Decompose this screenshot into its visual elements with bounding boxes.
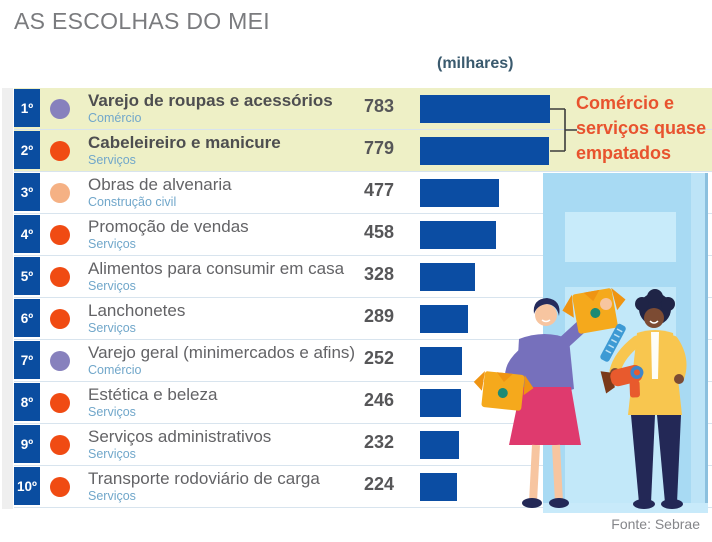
category-label: Serviços [88,447,136,461]
category-dot-icon [50,267,70,287]
category-label: Construção civil [88,195,177,209]
category-label: Serviços [88,153,136,167]
business-name: Varejo geral (minimercados e afins) [88,343,356,362]
annotation-text: Comércio e serviços quase empatados [576,91,712,166]
table-row: 5º Alimentos para consumir em casa Serviço… [14,256,712,298]
business-name: Estética e beleza [88,385,218,404]
value-bar [420,473,458,501]
value-label: 477 [363,180,394,200]
value-bar [420,137,550,165]
table-row: 2º Cabeleireiro e manicure Serviços 779 [14,130,712,172]
business-name: Lanchonetes [88,301,186,320]
unit-label: (milhares) [437,55,514,72]
rank-badge: 3º [14,173,40,211]
business-name: Promoção de vendas [88,217,249,236]
business-name: Serviços administrativos [88,427,272,446]
source-credit: Fonte: Sebrae [611,516,700,532]
business-name: Obras de alvenaria [88,175,232,194]
value-label: 458 [363,222,394,242]
table-row: 1º Varejo de roupas e acessórios Comércio 7… [14,88,712,130]
rank-badge: 2º [14,131,40,169]
table-row: 4º Promoção de vendas Serviços 458 [14,214,712,256]
annotation-line: empatados [576,143,672,163]
table-row: 8º Estética e beleza Serviços 246 [14,382,712,424]
value-bar [420,305,468,333]
category-dot-icon [50,393,70,413]
table-row: 3º Obras de alvenaria Construção civil 477 [14,172,712,214]
value-bar [420,263,475,291]
business-name: Transporte rodoviário de carga [88,469,320,488]
value-label: 783 [363,96,394,116]
category-dot-icon [50,477,70,497]
table-row: 10º Transporte rodoviário de carga Serviço… [14,466,712,508]
value-bar [420,431,459,459]
category-label: Comércio [88,363,142,377]
business-name: Cabeleireiro e manicure [88,133,281,152]
category-label: Serviços [88,489,136,503]
value-label: 289 [363,306,394,326]
value-bar [420,221,496,249]
category-dot-icon [50,309,70,329]
category-label: Serviços [88,279,136,293]
rank-badge: 7º [14,341,40,379]
annotation-line: Comércio e [576,93,675,113]
bracket-connector [550,108,577,152]
value-label: 252 [363,348,394,368]
value-label: 232 [363,432,394,452]
category-dot-icon [50,435,70,455]
category-dot-icon [50,225,70,245]
category-dot-icon [50,183,70,203]
category-label: Comércio [88,111,142,125]
left-edge-strip [2,88,13,509]
value-bar [420,347,462,375]
table-row: 9º Serviços administrativos Serviços 232 [14,424,712,466]
value-label: 224 [363,474,394,494]
rank-badge: 8º [14,383,40,421]
category-dot-icon [50,141,70,161]
rank-badge: 5º [14,257,40,295]
rank-badge: 4º [14,215,40,253]
table-row: 7º Varejo geral (minimercados e afins) Com… [14,340,712,382]
business-name: Alimentos para consumir em casa [88,259,345,278]
value-bar [420,179,500,207]
value-label: 779 [363,138,394,158]
annotation-line: serviços quase [576,118,707,138]
rank-badge: 10º [14,467,40,505]
rank-badge: 6º [14,299,40,337]
category-dot-icon [50,99,70,119]
category-label: Serviços [88,405,136,419]
business-name: Varejo de roupas e acessórios [88,91,333,110]
rank-badge: 9º [14,425,40,463]
category-label: Serviços [88,321,136,335]
table-row: 6º Lanchonetes Serviços 289 [14,298,712,340]
ranking-table: 1º Varejo de roupas e acessórios Comércio 7… [14,88,712,508]
category-label: Serviços [88,237,136,251]
category-dot-icon [50,351,70,371]
value-label: 246 [363,390,394,410]
rank-badge: 1º [14,89,40,127]
value-bar [420,389,461,417]
value-bar [420,95,550,123]
value-label: 328 [363,264,394,284]
page-title: AS ESCOLHAS DO MEI [14,8,270,34]
